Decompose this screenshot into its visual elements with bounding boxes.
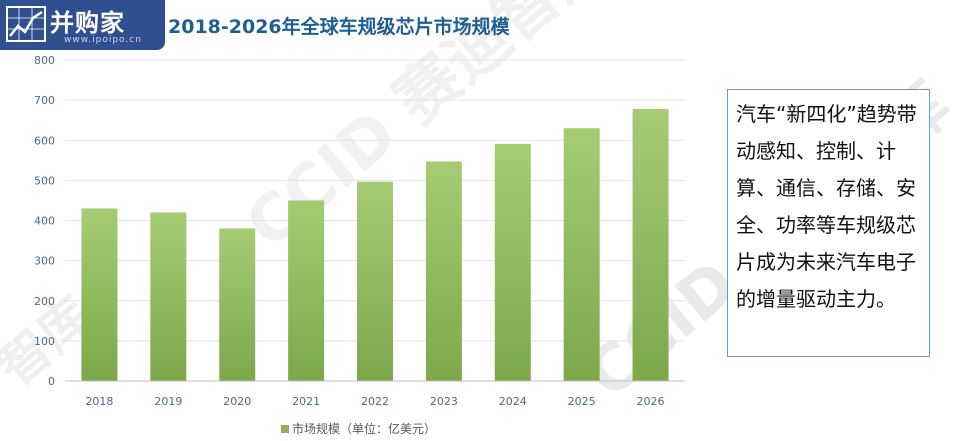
legend-label: 市场规模（单位：亿美元） [292, 421, 436, 436]
y-tick-label: 300 [34, 255, 55, 268]
x-tick-label: 2018 [85, 395, 113, 408]
y-tick-label: 700 [34, 94, 55, 107]
y-tick-label: 400 [34, 215, 55, 228]
legend: 市场规模（单位：亿美元） [281, 421, 436, 436]
x-tick-label: 2026 [637, 395, 665, 408]
note-box: 汽车“新四化”趋势带动感知、控制、计算、通信、存储、安全、功率等车规级芯片成为未… [727, 89, 930, 357]
bar-2018 [81, 208, 118, 381]
y-tick-label: 800 [34, 54, 55, 67]
x-tick-label: 2021 [292, 395, 320, 408]
logo-url: www.ipoipo.cn [64, 35, 142, 45]
bar-2020 [219, 228, 256, 381]
chart-logo-icon [6, 6, 46, 42]
y-tick-label: 600 [34, 134, 55, 147]
y-tick-label: 200 [34, 295, 55, 308]
y-tick-label: 100 [34, 335, 55, 348]
chart-title: 2018-2026年全球车规级芯片市场规模 [168, 16, 510, 38]
bar-2026 [632, 108, 669, 381]
bar-2025 [563, 128, 600, 381]
logo-name: 并购家 [50, 9, 125, 37]
y-tick-label: 0 [48, 375, 55, 388]
bar-2022 [357, 181, 393, 381]
bar-2021 [288, 200, 325, 381]
x-tick-label: 2019 [154, 395, 182, 408]
y-tick-label: 500 [34, 174, 55, 187]
x-tick-label: 2022 [361, 395, 389, 408]
bar-2023 [425, 161, 462, 381]
x-tick-label: 2025 [568, 395, 596, 408]
logo: 并购家 www.ipoipo.cn [0, 0, 165, 50]
bar-2019 [150, 212, 187, 381]
legend-swatch [281, 425, 289, 433]
x-tick-label: 2020 [223, 395, 251, 408]
note-text: 汽车“新四化”趋势带动感知、控制、计算、通信、存储、安全、功率等车规级芯片成为未… [736, 102, 917, 311]
bar-2024 [494, 143, 531, 381]
x-tick-label: 2024 [499, 395, 527, 408]
x-tick-label: 2023 [430, 395, 458, 408]
